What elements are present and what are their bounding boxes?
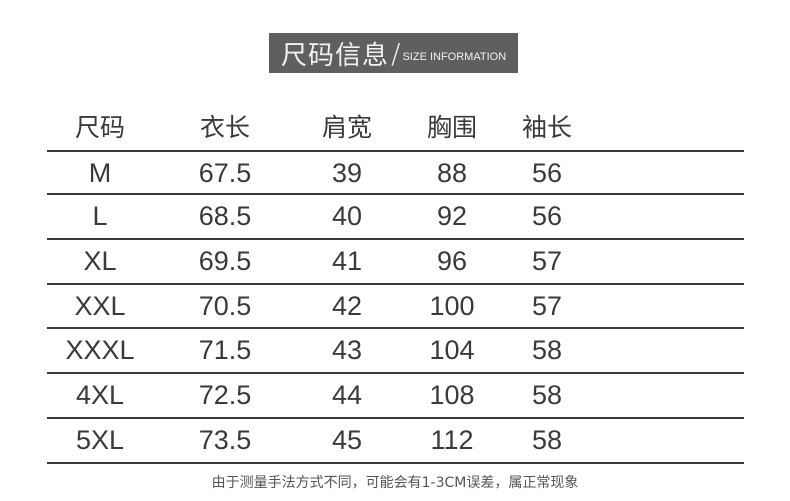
cell-length: 71.5 (198, 335, 252, 365)
banner-title-cn: 尺码信息 (281, 40, 390, 71)
cell-sleeve: 56 (531, 201, 563, 231)
header-sleeve: 袖长 (521, 113, 573, 142)
header-size: 尺码 (74, 113, 126, 142)
cell-shoulder: 45 (331, 425, 363, 455)
cell-size: XXL (74, 291, 126, 321)
cell-size: XL (83, 246, 117, 276)
table-row: XXL 70.5 42 100 57 (0, 284, 790, 328)
row-divider (47, 283, 744, 285)
cell-length: 73.5 (198, 425, 252, 455)
cell-size: 4XL (75, 380, 125, 410)
cell-chest: 96 (436, 246, 468, 276)
row-divider (47, 417, 744, 419)
cell-size: 5XL (75, 425, 125, 455)
cell-length: 72.5 (198, 380, 252, 410)
table-row: 4XL 72.5 44 108 58 (0, 373, 790, 417)
banner-separator: / (391, 36, 401, 70)
cell-shoulder: 42 (331, 291, 363, 321)
cell-sleeve: 57 (531, 246, 563, 276)
header-length: 衣长 (199, 113, 251, 142)
cell-shoulder: 41 (331, 246, 363, 276)
cell-shoulder: 39 (331, 158, 363, 188)
cell-length: 69.5 (198, 246, 252, 276)
cell-size: M (88, 158, 112, 188)
row-divider (47, 150, 744, 152)
cell-length: 68.5 (198, 201, 252, 231)
cell-chest: 88 (436, 158, 468, 188)
row-divider (47, 327, 744, 329)
cell-length: 70.5 (198, 291, 252, 321)
size-info-banner: 尺码信息 / SIZE INFORMATION (269, 33, 518, 73)
table-row: XL 69.5 41 96 57 (0, 239, 790, 283)
table-row: 5XL 73.5 45 112 58 (0, 418, 790, 462)
row-divider (47, 372, 744, 374)
cell-chest: 104 (429, 335, 475, 365)
table-row: M 67.5 39 88 56 (0, 151, 790, 195)
row-divider (47, 462, 744, 464)
cell-chest: 100 (429, 291, 475, 321)
header-shoulder: 肩宽 (321, 113, 373, 142)
row-divider (47, 238, 744, 240)
table-row: XXXL 71.5 43 104 58 (0, 328, 790, 372)
cell-size: L (92, 201, 108, 231)
cell-chest: 112 (430, 425, 474, 455)
cell-shoulder: 43 (331, 335, 363, 365)
header-chest: 胸围 (426, 113, 478, 142)
cell-size: XXXL (65, 335, 135, 365)
cell-length: 67.5 (198, 158, 252, 188)
cell-chest: 108 (429, 380, 475, 410)
cell-shoulder: 40 (331, 201, 363, 231)
cell-sleeve: 56 (531, 158, 563, 188)
table-row: L 68.5 40 92 56 (0, 194, 790, 238)
cell-sleeve: 57 (531, 291, 563, 321)
cell-sleeve: 58 (531, 380, 563, 410)
cell-chest: 92 (436, 201, 468, 231)
measurement-note: 由于测量手法方式不同，可能会有1-3CM误差，属正常现象 (211, 475, 579, 491)
table-header: 尺码 衣长 肩宽 胸围 袖长 (0, 106, 790, 150)
cell-shoulder: 44 (331, 380, 363, 410)
cell-sleeve: 58 (531, 335, 563, 365)
row-divider (47, 193, 744, 195)
cell-sleeve: 58 (531, 425, 563, 455)
banner-title-en: SIZE INFORMATION (402, 51, 507, 63)
